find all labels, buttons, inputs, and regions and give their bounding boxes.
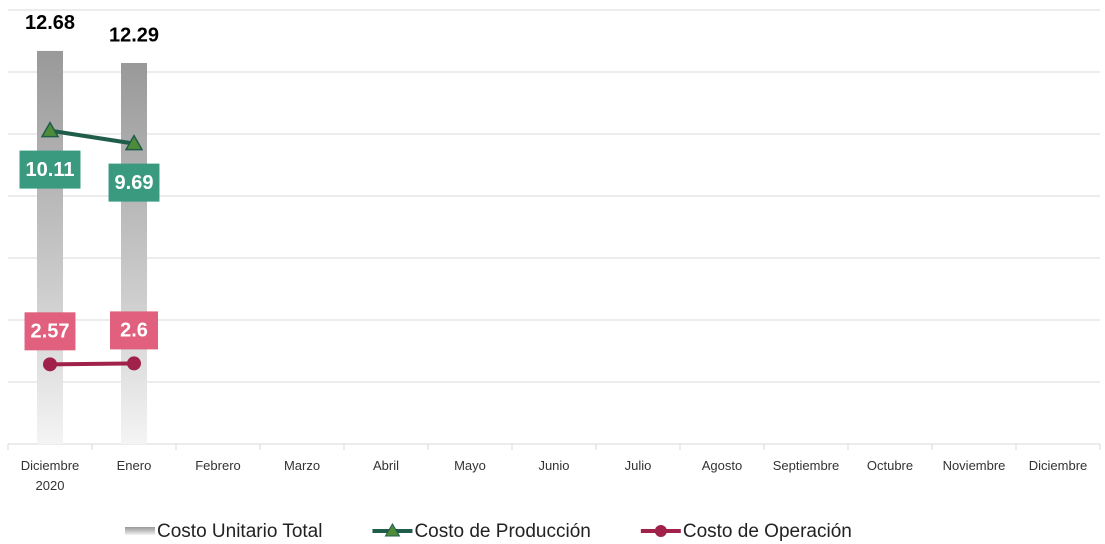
series-line: [49, 128, 135, 146]
x-tick-label: Octubre: [866, 458, 914, 473]
bar: [121, 63, 147, 444]
x-tick-label: Julio: [624, 458, 652, 473]
data-label-box: [110, 311, 158, 350]
x-tick-label: Diciembre 2020: [20, 458, 80, 493]
marker: [124, 134, 144, 151]
marker: [127, 356, 141, 371]
marker: [43, 357, 57, 372]
legend-marker: [654, 525, 667, 537]
data-label: 9.69: [115, 172, 154, 194]
legend-marker: [384, 523, 401, 537]
x-tick-label: Febrero: [195, 458, 241, 473]
bar: [37, 50, 63, 445]
data-label-box: [19, 150, 81, 189]
legend-label: Costo Unitario Total: [157, 521, 322, 542]
x-tick-label: Diciembre: [1028, 458, 1088, 473]
x-tick-label: Noviembre: [942, 458, 1006, 473]
data-label: 2.57: [31, 321, 70, 343]
x-tick-label: Junio: [538, 458, 570, 473]
x-tick-label: Abril: [372, 458, 399, 473]
x-tick-label: Agosto: [701, 458, 743, 473]
data-label: 12.29: [109, 24, 159, 46]
data-label-box: [108, 163, 160, 202]
legend-swatch: [125, 527, 155, 535]
data-label-box: [24, 312, 76, 351]
x-tick-label: Marzo: [283, 458, 321, 473]
legend-label: Costo de Producción: [414, 521, 590, 542]
data-label: 2.6: [120, 320, 148, 342]
legend-label: Costo de Operación: [683, 521, 852, 542]
data-label: 10.11: [26, 159, 75, 181]
x-tick-label: Septiembre: [772, 458, 840, 473]
x-tick-label: Enero: [116, 458, 152, 473]
x-tick-label: Mayo: [454, 458, 486, 473]
series-line: [49, 361, 135, 367]
data-label: 12.68: [25, 12, 75, 34]
marker: [40, 121, 60, 138]
